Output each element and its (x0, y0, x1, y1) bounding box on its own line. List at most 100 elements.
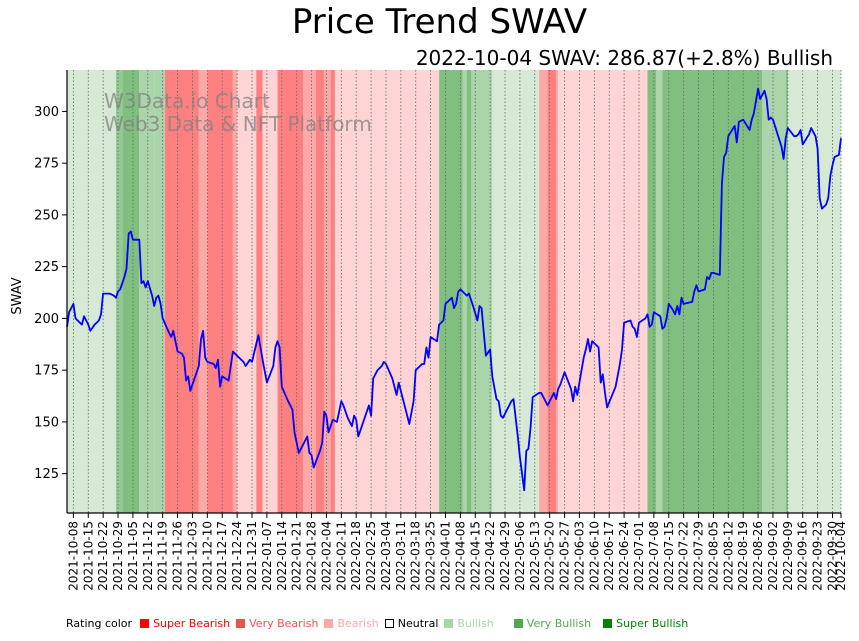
rating-band (207, 70, 233, 513)
rating-band (785, 70, 788, 513)
rating-band (122, 70, 140, 513)
chart-subtitle: 2022-10-04 SWAV: 286.87(+2.8%) Bullish (415, 46, 833, 70)
legend-item-very-bullish: Very Bullish (513, 617, 592, 630)
x-tick-label: 2022-07-22 (677, 521, 691, 591)
x-tick-label: 2022-09-30 (825, 521, 839, 591)
x-tick-label: 2021-11-26 (171, 521, 185, 591)
x-tick-label: 2022-09-02 (766, 521, 780, 591)
x-tick-label: 2022-02-18 (349, 521, 363, 591)
rating-band (277, 70, 304, 513)
x-tick-label: 2022-04-22 (483, 521, 497, 591)
x-tick-label: 2021-12-10 (200, 521, 214, 591)
x-tick-label: 2022-02-25 (364, 521, 378, 591)
rating-band (154, 70, 165, 513)
axes (66, 70, 841, 514)
legend-swatch (236, 619, 246, 628)
rating-band (67, 70, 116, 513)
x-tick-label: 2022-02-11 (334, 521, 348, 591)
y-tick-label: 275 (34, 157, 59, 172)
x-tick-label: 2021-10-15 (81, 521, 95, 591)
rating-band (303, 70, 316, 513)
x-tick-label: 2022-09-23 (811, 521, 825, 591)
rating-band (462, 70, 467, 513)
x-tick-label: 2022-05-27 (558, 521, 572, 591)
rating-band (237, 70, 257, 513)
legend-label: Bullish (457, 617, 494, 630)
rating-band (647, 70, 657, 513)
y-axis-label: SWAV (10, 277, 25, 314)
x-tick-label: 2022-08-26 (751, 521, 765, 591)
x-tick-label: 2022-06-03 (572, 521, 586, 591)
chart-title: Price Trend SWAV (291, 2, 588, 42)
rating-band (439, 70, 463, 513)
x-tick-label: 2021-11-12 (141, 521, 155, 591)
x-tick-label: 2022-03-18 (409, 521, 423, 591)
x-axis-ticks: 2021-10-08 2021-10-15 2021-10-22 2021-10-29… (66, 513, 848, 591)
legend-swatch (513, 619, 523, 628)
rating-band (164, 70, 199, 513)
x-tick-label: 2022-08-05 (706, 521, 720, 591)
rating-band (547, 70, 557, 513)
watermark: W3Data.io Chart Web3 Data & NFT Platform (104, 89, 372, 136)
x-tick-label: 2021-10-08 (66, 521, 80, 591)
x-tick-label: 2022-01-28 (305, 521, 319, 591)
x-tick-label: 2022-03-25 (424, 521, 438, 591)
rating-band (330, 70, 335, 513)
watermark-line-2: Web3 Data & NFT Platform (104, 112, 372, 136)
legend-swatch (444, 619, 454, 628)
rating-band (556, 70, 559, 513)
legend-item-neutral: Neutral (384, 617, 439, 630)
x-tick-label: 2022-06-10 (587, 521, 601, 591)
rating-band (334, 70, 440, 513)
legend-item-very-bearish: Very Bearish (236, 617, 318, 630)
rating-band (539, 70, 548, 513)
legend-item-super-bearish: Super Bearish (140, 617, 230, 630)
price-series (66, 87, 842, 492)
rating-band (198, 70, 208, 513)
x-tick-label: 2022-06-24 (617, 521, 631, 591)
rating-band (762, 70, 786, 513)
legend-swatch (324, 619, 334, 628)
x-tick-label: 2022-04-08 (453, 521, 467, 591)
x-tick-label: 2021-12-17 (215, 521, 229, 591)
y-tick-label: 125 (34, 467, 59, 482)
x-tick-label: 2022-08-12 (721, 521, 735, 591)
legend-item-super-bullish: Super Bullish (603, 617, 688, 630)
x-tick-label: 2022-07-15 (662, 521, 676, 591)
rating-band (139, 70, 155, 513)
legend-label: Super Bearish (153, 617, 231, 630)
legend-label: Bearish (337, 617, 379, 630)
x-tick-label: 2022-09-09 (781, 521, 795, 591)
rating-band (324, 70, 331, 513)
series-line-swav (66, 87, 842, 492)
x-tick-label: 2022-03-11 (394, 521, 408, 591)
rating-band (232, 70, 238, 513)
x-tick-label: 2022-09-16 (796, 521, 810, 591)
legend-label: Neutral (397, 617, 439, 630)
legend-heading: Rating color (66, 617, 133, 630)
legend-swatch (603, 619, 613, 628)
x-tick-label: 2021-12-24 (230, 521, 244, 591)
x-tick-label: 2022-04-01 (438, 521, 452, 591)
y-tick-label: 200 (34, 312, 59, 327)
y-tick-label: 150 (34, 415, 59, 430)
x-tick-label: 2022-07-29 (692, 521, 706, 591)
y-tick-label: 300 (34, 105, 59, 120)
x-tick-label: 2022-05-13 (528, 521, 542, 591)
legend-item-bullish: Bullish (444, 617, 494, 630)
rating-band (256, 70, 263, 513)
rating-band (471, 70, 493, 513)
legend-swatch (384, 619, 394, 628)
x-tick-label: 2022-04-15 (468, 521, 482, 591)
x-tick-label: 2021-11-19 (156, 521, 170, 591)
rating-band (656, 70, 663, 513)
legend-label: Very Bullish (526, 617, 592, 630)
x-tick-label: 2022-06-17 (602, 521, 616, 591)
y-tick-label: 175 (34, 364, 59, 379)
y-axis-ticks: 125 150 175 200 225 250 275 300 (34, 105, 67, 482)
x-tick-label: 2021-12-03 (185, 521, 199, 591)
rating-band (558, 70, 648, 513)
x-tick-label: 2021-10-29 (111, 521, 125, 591)
rating-band (262, 70, 278, 513)
